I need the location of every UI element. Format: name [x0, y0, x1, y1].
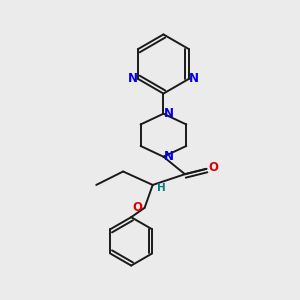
Text: H: H — [157, 183, 166, 193]
Text: N: N — [189, 72, 199, 85]
Text: N: N — [164, 107, 174, 120]
Text: O: O — [208, 161, 218, 174]
Text: N: N — [128, 72, 138, 85]
Text: N: N — [164, 150, 174, 163]
Text: O: O — [132, 201, 142, 214]
